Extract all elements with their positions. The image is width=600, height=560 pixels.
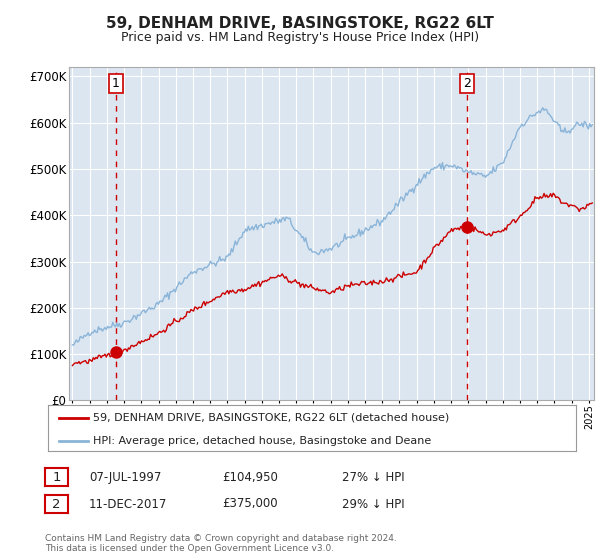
Text: HPI: Average price, detached house, Basingstoke and Deane: HPI: Average price, detached house, Basi… bbox=[93, 436, 431, 446]
Text: 59, DENHAM DRIVE, BASINGSTOKE, RG22 6LT (detached house): 59, DENHAM DRIVE, BASINGSTOKE, RG22 6LT … bbox=[93, 413, 449, 423]
Text: £104,950: £104,950 bbox=[222, 470, 278, 484]
Text: £375,000: £375,000 bbox=[222, 497, 278, 511]
Text: Contains HM Land Registry data © Crown copyright and database right 2024.
This d: Contains HM Land Registry data © Crown c… bbox=[45, 534, 397, 553]
Text: 07-JUL-1997: 07-JUL-1997 bbox=[89, 470, 161, 484]
Text: 11-DEC-2017: 11-DEC-2017 bbox=[89, 497, 167, 511]
Text: 1: 1 bbox=[52, 470, 61, 484]
Text: 59, DENHAM DRIVE, BASINGSTOKE, RG22 6LT: 59, DENHAM DRIVE, BASINGSTOKE, RG22 6LT bbox=[106, 16, 494, 31]
Text: 1: 1 bbox=[112, 77, 120, 90]
Text: 2: 2 bbox=[463, 77, 471, 90]
Text: 2: 2 bbox=[52, 497, 61, 511]
Text: 29% ↓ HPI: 29% ↓ HPI bbox=[342, 497, 404, 511]
Text: Price paid vs. HM Land Registry's House Price Index (HPI): Price paid vs. HM Land Registry's House … bbox=[121, 31, 479, 44]
Text: 27% ↓ HPI: 27% ↓ HPI bbox=[342, 470, 404, 484]
